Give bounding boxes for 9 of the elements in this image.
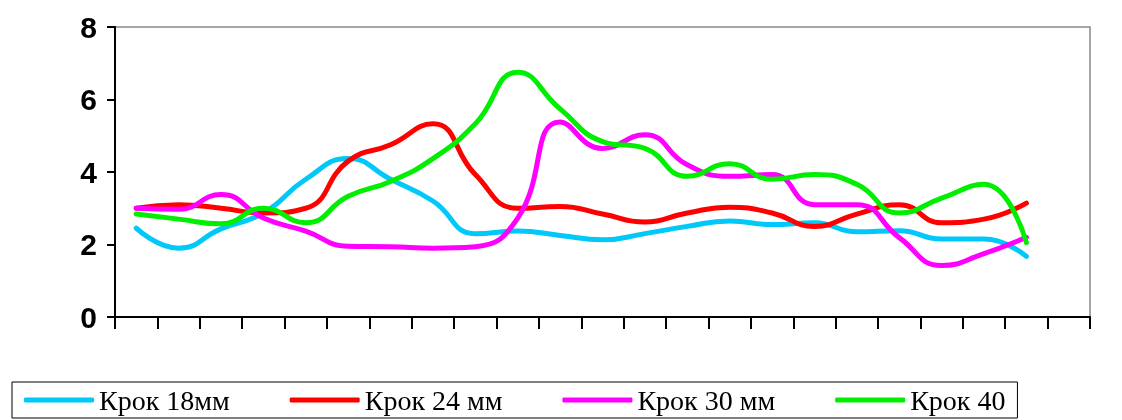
y-tick-label: 4	[80, 155, 98, 189]
y-tick-label: 8	[80, 10, 97, 44]
legend-label: Крок 40	[910, 384, 1006, 416]
y-tick-label: 6	[80, 83, 97, 116]
y-tick-label: 0	[80, 300, 97, 334]
legend-label: Крок 30 мм	[637, 384, 776, 416]
y-tick-label: 2	[80, 228, 97, 261]
legend-label: Крок 24 мм	[364, 384, 503, 416]
legend-label: Крок 18мм	[99, 384, 230, 416]
